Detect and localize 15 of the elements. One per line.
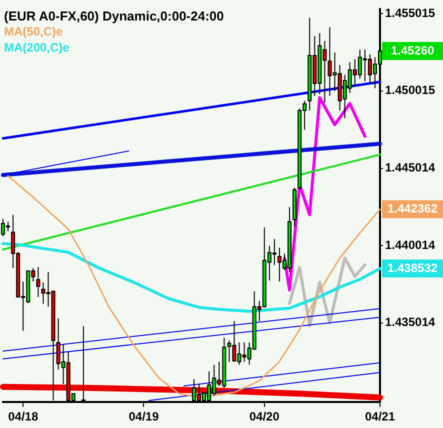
x-tick-label: 04/18	[8, 410, 38, 424]
text: 1.442362	[387, 202, 438, 216]
y-tick-label: 1.445014	[385, 160, 436, 175]
y-tick-label: 1.455015	[385, 6, 436, 20]
text: 1.45260	[390, 43, 435, 58]
text: MA(50,C)e	[4, 24, 63, 39]
text: MA(200,C)e	[4, 40, 70, 55]
y-tick-label: 1.450015	[385, 83, 436, 98]
text: 1.438532	[387, 260, 438, 275]
x-tick-label: 04/20	[249, 410, 280, 424]
y-tick-label: 1.435014	[385, 315, 436, 330]
y-tick-label: 1.440014	[385, 238, 436, 252]
x-tick-label: 04/21	[364, 410, 396, 424]
x-tick-label: 04/19	[128, 410, 160, 424]
chart-title: (EUR A0-FX,60) Dynamic,0:00-24:00	[4, 8, 224, 24]
